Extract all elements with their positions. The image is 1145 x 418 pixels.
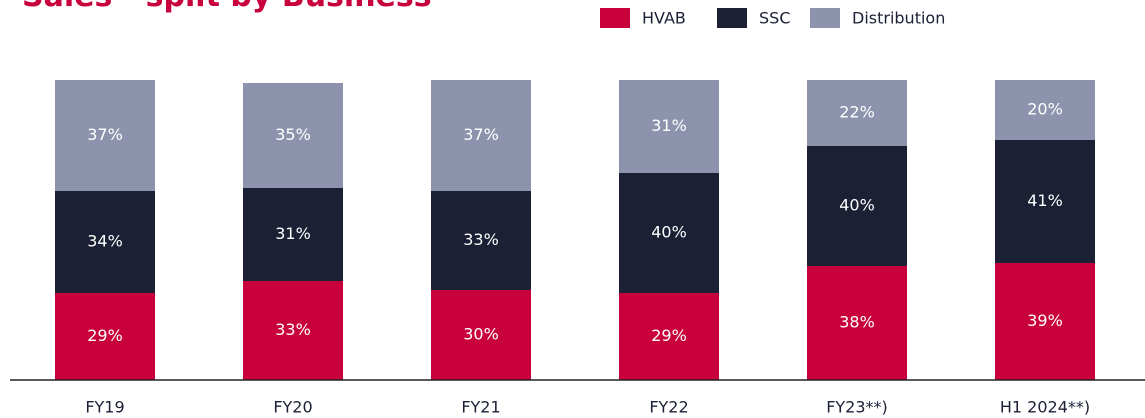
- x-tick-label: FY19: [85, 398, 124, 417]
- data-label: 33%: [463, 230, 499, 249]
- bar-segment: [431, 80, 531, 191]
- data-label: 37%: [463, 125, 499, 144]
- x-tick-label: H1 2024**): [1000, 398, 1090, 417]
- data-label: 30%: [463, 325, 499, 344]
- data-label: 33%: [275, 320, 311, 339]
- legend-swatch: [717, 8, 747, 28]
- bar-segment: [995, 80, 1095, 140]
- chart-title: Sales - split by Business: [22, 0, 432, 14]
- bar-segment: [55, 191, 155, 293]
- data-label: 40%: [839, 196, 875, 215]
- data-label: 34%: [87, 232, 123, 251]
- bar-segment: [55, 80, 155, 191]
- data-label: 41%: [1027, 191, 1063, 210]
- bar-segment: [995, 263, 1095, 380]
- bar-segment: [243, 281, 343, 380]
- data-label: 37%: [87, 125, 123, 144]
- data-label: 40%: [651, 223, 687, 242]
- legend-label: HVAB: [642, 9, 686, 28]
- legend-swatch: [810, 8, 840, 28]
- bar-segment: [619, 293, 719, 380]
- bar-segment: [431, 191, 531, 290]
- bar-segment: [807, 266, 907, 380]
- x-tick-label: FY23**): [826, 398, 888, 417]
- bar-segment: [619, 173, 719, 293]
- legend-swatch: [600, 8, 630, 28]
- legend-label: SSC: [759, 9, 790, 28]
- legend-label: Distribution: [852, 9, 945, 28]
- data-label: 20%: [1027, 100, 1063, 119]
- data-label: 38%: [839, 313, 875, 332]
- bar-segment: [807, 146, 907, 266]
- x-tick-label: FY20: [273, 398, 312, 417]
- data-label: 29%: [651, 326, 687, 345]
- data-label: 31%: [651, 116, 687, 135]
- bar-segment: [807, 80, 907, 146]
- data-label: 22%: [839, 103, 875, 122]
- data-label: 31%: [275, 224, 311, 243]
- x-tick-label: FY21: [461, 398, 500, 417]
- bar-segment: [431, 290, 531, 380]
- x-tick-label: FY22: [649, 398, 688, 417]
- bar-segment: [243, 83, 343, 188]
- data-label: 29%: [87, 326, 123, 345]
- bar-segment: [619, 80, 719, 173]
- data-label: 39%: [1027, 311, 1063, 330]
- bar-segment: [243, 188, 343, 281]
- bar-segment: [995, 140, 1095, 263]
- data-label: 35%: [275, 125, 311, 144]
- bar-segment: [55, 293, 155, 380]
